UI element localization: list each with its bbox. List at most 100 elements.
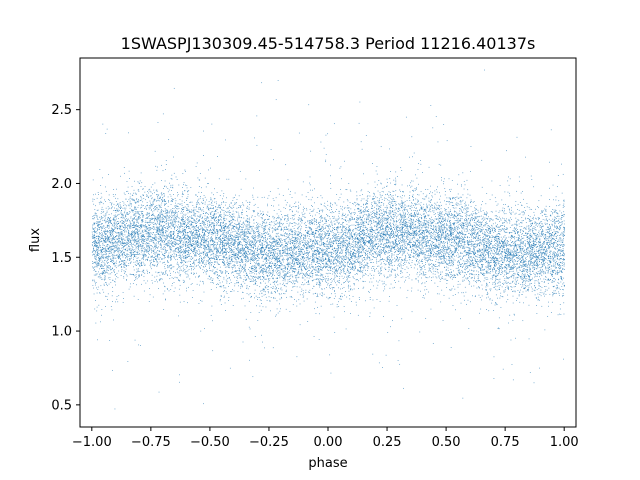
data-point bbox=[471, 253, 472, 254]
data-point bbox=[376, 281, 377, 282]
data-point bbox=[475, 263, 476, 264]
data-point bbox=[356, 241, 357, 242]
data-point bbox=[210, 279, 211, 280]
data-point bbox=[292, 242, 293, 243]
data-point bbox=[507, 222, 508, 223]
data-point bbox=[390, 261, 391, 262]
data-point bbox=[241, 239, 242, 240]
data-point bbox=[544, 281, 545, 282]
data-point bbox=[366, 274, 367, 275]
data-point bbox=[311, 262, 312, 263]
data-point bbox=[463, 228, 464, 229]
data-point bbox=[355, 245, 356, 246]
data-point bbox=[343, 270, 344, 271]
data-point bbox=[180, 204, 181, 205]
data-point bbox=[161, 225, 162, 226]
data-point bbox=[423, 295, 424, 296]
data-point bbox=[374, 201, 375, 202]
data-point bbox=[116, 205, 117, 206]
data-point bbox=[339, 213, 340, 214]
data-point bbox=[498, 252, 499, 253]
data-point bbox=[452, 275, 453, 276]
data-point bbox=[491, 260, 492, 261]
data-point bbox=[543, 262, 544, 263]
data-point bbox=[187, 271, 188, 272]
data-point bbox=[444, 257, 445, 258]
data-point bbox=[415, 252, 416, 253]
data-point bbox=[341, 299, 342, 300]
data-point bbox=[160, 198, 161, 199]
data-point bbox=[155, 209, 156, 210]
data-point bbox=[401, 318, 402, 319]
data-point bbox=[217, 233, 218, 234]
data-point bbox=[275, 244, 276, 245]
data-point bbox=[191, 217, 192, 218]
data-point bbox=[125, 194, 126, 195]
data-point bbox=[439, 275, 440, 276]
data-point bbox=[277, 264, 278, 265]
data-point bbox=[234, 249, 235, 250]
data-point bbox=[337, 222, 338, 223]
data-point bbox=[361, 224, 362, 225]
data-point bbox=[439, 264, 440, 265]
data-point bbox=[301, 289, 302, 290]
data-point bbox=[417, 194, 418, 195]
data-point bbox=[458, 194, 459, 195]
data-point bbox=[366, 250, 367, 251]
data-point bbox=[257, 145, 258, 146]
data-point bbox=[301, 262, 302, 263]
data-point bbox=[174, 253, 175, 254]
data-point bbox=[134, 190, 135, 191]
data-point bbox=[500, 185, 501, 186]
data-point bbox=[432, 192, 433, 193]
data-point bbox=[482, 201, 483, 202]
data-point bbox=[552, 280, 553, 281]
data-point bbox=[331, 246, 332, 247]
data-point bbox=[203, 221, 204, 222]
data-point bbox=[101, 262, 102, 263]
data-point bbox=[309, 259, 310, 260]
data-point bbox=[263, 289, 264, 290]
data-point bbox=[101, 202, 102, 203]
data-point bbox=[416, 261, 417, 262]
data-point bbox=[257, 197, 258, 198]
data-point bbox=[434, 221, 435, 222]
data-point bbox=[260, 253, 261, 254]
data-point bbox=[296, 244, 297, 245]
data-point bbox=[414, 222, 415, 223]
data-point bbox=[327, 266, 328, 267]
data-point bbox=[367, 211, 368, 212]
data-point bbox=[502, 286, 503, 287]
data-point bbox=[197, 200, 198, 201]
data-point bbox=[189, 210, 190, 211]
data-point bbox=[242, 231, 243, 232]
data-point bbox=[427, 260, 428, 261]
data-point bbox=[370, 234, 371, 235]
data-point bbox=[314, 202, 315, 203]
data-point bbox=[225, 303, 226, 304]
data-point bbox=[317, 274, 318, 275]
data-point bbox=[361, 251, 362, 252]
data-point bbox=[536, 224, 537, 225]
data-point bbox=[124, 270, 125, 271]
data-point bbox=[497, 244, 498, 245]
data-point bbox=[101, 209, 102, 210]
data-point bbox=[156, 246, 157, 247]
data-point bbox=[217, 156, 218, 157]
data-point bbox=[344, 271, 345, 272]
data-point bbox=[98, 262, 99, 263]
data-point bbox=[537, 259, 538, 260]
data-point bbox=[237, 235, 238, 236]
data-point bbox=[507, 232, 508, 233]
data-point bbox=[511, 286, 512, 287]
data-point bbox=[562, 259, 563, 260]
data-point bbox=[312, 243, 313, 244]
data-point bbox=[507, 278, 508, 279]
data-point bbox=[107, 267, 108, 268]
data-point bbox=[351, 244, 352, 245]
data-point bbox=[169, 242, 170, 243]
data-point bbox=[225, 211, 226, 212]
data-point bbox=[446, 251, 447, 252]
data-point bbox=[537, 274, 538, 275]
data-point bbox=[315, 302, 316, 303]
